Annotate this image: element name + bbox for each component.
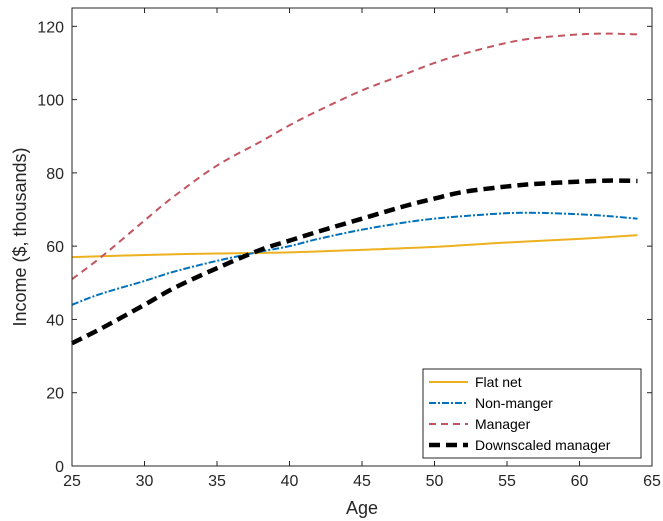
y-tick-label: 60 (46, 239, 64, 256)
series-line-1 (71, 234, 638, 259)
x-tick-label: 25 (63, 473, 81, 490)
series-line-3 (71, 32, 638, 280)
x-tick-label: 30 (136, 473, 154, 490)
x-tick-label: 35 (208, 473, 226, 490)
series-line-2 (71, 211, 638, 306)
legend-label-3: Manager (475, 416, 531, 432)
series-line-4 (70, 178, 638, 346)
y-tick-label: 80 (46, 166, 64, 183)
x-axis-label: Age (346, 498, 378, 518)
y-tick-label: 100 (37, 93, 64, 110)
x-tick-label: 40 (281, 473, 299, 490)
x-tick-label: 60 (571, 473, 589, 490)
y-axis-label: Income ($, thousands) (10, 147, 30, 326)
series-layer (70, 32, 638, 346)
x-tick-label: 50 (426, 473, 444, 490)
y-tick-label: 20 (46, 386, 64, 403)
y-tick-label: 0 (55, 459, 64, 476)
x-tick-label: 45 (353, 473, 371, 490)
y-tick-label: 40 (46, 312, 64, 329)
legend: Flat net Non-manger Manager Downscaled mana… (422, 368, 642, 459)
legend-label-2: Non-manger (475, 395, 553, 411)
legend-label-1: Flat net (475, 374, 522, 390)
legend-box (422, 368, 642, 459)
ticks-layer: 25 30 35 40 45 50 55 60 65 0 20 40 60 80 100 120 (37, 8, 661, 490)
x-tick-label: 65 (643, 473, 661, 490)
x-tick-label: 55 (498, 473, 516, 490)
legend-label-4: Downscaled manager (475, 437, 611, 453)
y-tick-label: 120 (37, 19, 64, 36)
